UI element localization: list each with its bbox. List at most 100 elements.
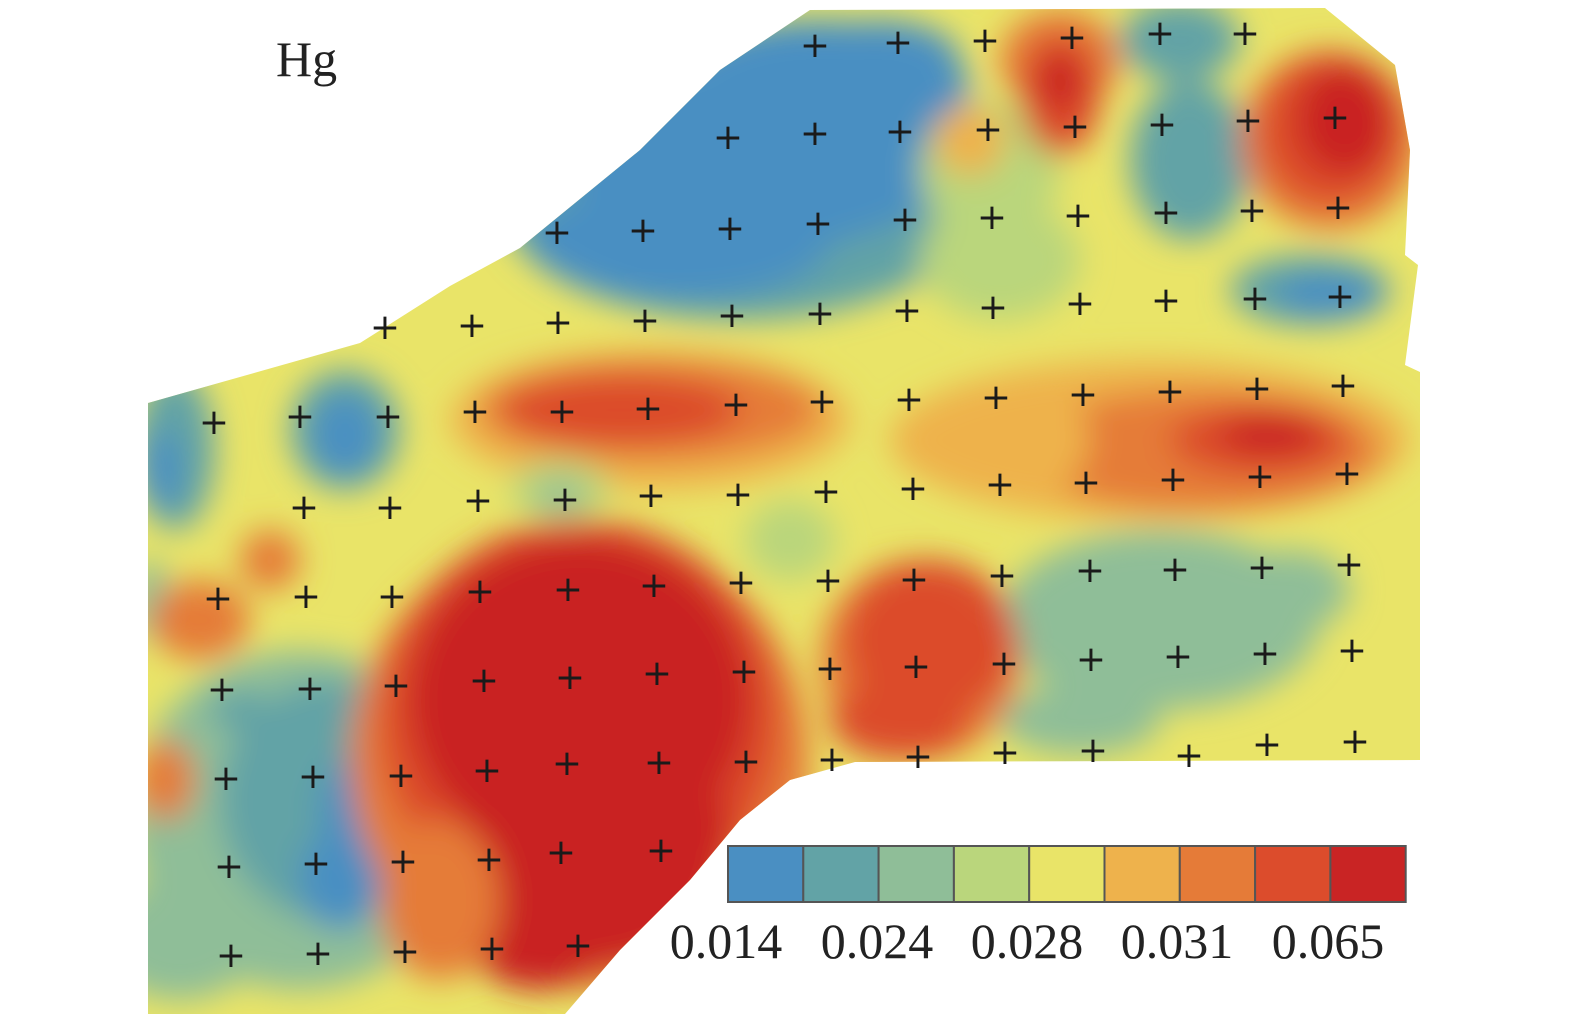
sample-site-marker: + — [726, 562, 756, 603]
sample-site-marker: + — [386, 755, 416, 796]
sample-site-marker: + — [216, 935, 246, 976]
sample-site-marker: + — [1065, 283, 1095, 324]
sample-site-marker: + — [1332, 453, 1362, 494]
sample-site-marker: + — [894, 379, 924, 420]
sample-site-marker: + — [465, 571, 495, 612]
sample-site-marker: + — [1230, 13, 1260, 54]
sample-site-marker: + — [563, 925, 593, 966]
sample-site-marker: + — [472, 750, 502, 791]
sample-site-marker: + — [1337, 630, 1367, 671]
sample-site-marker: + — [377, 576, 407, 617]
legend-swatch — [1178, 845, 1257, 903]
concentration-zone — [148, 740, 195, 820]
sample-site-marker: + — [457, 305, 487, 346]
sample-site-marker: + — [388, 841, 418, 882]
concentration-zone — [920, 200, 1080, 320]
sample-site-marker: + — [987, 555, 1017, 596]
sample-site-marker: + — [630, 300, 660, 341]
sample-site-marker: + — [800, 113, 830, 154]
sample-site-marker: + — [636, 475, 666, 516]
sample-site-marker: + — [1151, 280, 1181, 321]
concentration-zone — [500, 375, 740, 445]
sample-site-marker: + — [1071, 462, 1101, 503]
sample-site-marker: + — [1151, 192, 1181, 233]
concentration-zone — [530, 180, 830, 300]
sample-site-marker: + — [805, 293, 835, 334]
sample-site-marker: + — [729, 651, 759, 692]
sample-site-marker: + — [1057, 17, 1087, 58]
sample-site-marker: + — [546, 832, 576, 873]
sample-site-marker: + — [815, 648, 845, 689]
sample-site-marker: + — [291, 576, 321, 617]
concentration-zone — [1220, 415, 1320, 455]
sample-site-marker: + — [628, 210, 658, 251]
sample-site-marker: + — [390, 931, 420, 972]
sample-site-marker: + — [1075, 550, 1105, 591]
map-title: Hg — [276, 31, 338, 87]
sample-site-marker: + — [301, 843, 331, 884]
legend-color-bar — [727, 845, 1407, 903]
sample-site-marker: + — [477, 928, 507, 969]
sample-site-marker: + — [1245, 456, 1275, 497]
sample-site-marker: + — [1340, 721, 1370, 762]
legend-swatch — [1103, 845, 1181, 903]
sample-site-marker: + — [646, 830, 676, 871]
sample-site-marker: + — [1163, 636, 1193, 677]
sample-site-marker: + — [713, 117, 743, 158]
sample-site-marker: + — [1233, 100, 1263, 141]
concentration-zone — [800, 20, 960, 100]
sample-site-marker: + — [817, 739, 847, 780]
sample-site-marker: + — [469, 660, 499, 701]
sample-site-marker: + — [903, 736, 933, 777]
concentration-zone — [148, 430, 180, 510]
sample-site-marker: + — [375, 487, 405, 528]
concentration-zone — [830, 680, 970, 760]
sample-site-marker: + — [298, 756, 328, 797]
concentration-zone — [210, 690, 270, 730]
sample-site-marker: + — [203, 578, 233, 619]
sample-site-marker: + — [211, 758, 241, 799]
sample-site-marker: + — [474, 839, 504, 880]
sample-site-marker: + — [1320, 97, 1350, 138]
legend-label-1: 0.014 — [669, 913, 783, 969]
concentration-zone — [240, 530, 300, 590]
sample-site-marker: + — [898, 468, 928, 509]
legend-label-2: 0.024 — [820, 913, 934, 969]
sample-site-marker: + — [1325, 276, 1355, 317]
concentration-zone — [1130, 80, 1250, 240]
sample-site-marker: + — [717, 295, 747, 336]
sample-site-marker: + — [899, 559, 929, 600]
sample-site-marker: + — [1174, 735, 1204, 776]
legend-swatch — [802, 845, 880, 903]
sample-site-marker: + — [803, 203, 833, 244]
sample-site-marker: + — [890, 199, 920, 240]
sample-site-marker: + — [1252, 724, 1282, 765]
sample-site-marker: + — [199, 402, 229, 443]
sample-site-marker: + — [1242, 368, 1272, 409]
sample-site-marker: + — [1068, 374, 1098, 415]
legend-swatch — [727, 845, 805, 903]
sample-site-marker: + — [1247, 547, 1277, 588]
sample-site-marker: + — [892, 290, 922, 331]
sample-site-marker: + — [981, 377, 1011, 418]
sample-site-marker: + — [1155, 371, 1185, 412]
legend-swatch — [1254, 845, 1332, 903]
sample-site-marker: + — [207, 669, 237, 710]
sample-site-marker: + — [977, 197, 1007, 238]
concentration-zone — [930, 380, 1090, 500]
sample-site-marker: + — [285, 396, 315, 437]
sample-site-marker: + — [642, 653, 672, 694]
sample-site-marker: + — [1076, 639, 1106, 680]
sample-site-marker: + — [553, 569, 583, 610]
concentration-zone — [380, 820, 500, 980]
sample-site-marker: + — [985, 464, 1015, 505]
sample-site-marker: + — [721, 384, 751, 425]
sample-site-marker: + — [1078, 730, 1108, 771]
sample-site-marker: + — [1237, 190, 1267, 231]
sample-site-marker: + — [901, 646, 931, 687]
concentration-zone — [313, 395, 377, 475]
legend-swatch — [952, 845, 1031, 903]
legend-label-3: 0.028 — [970, 913, 1084, 969]
